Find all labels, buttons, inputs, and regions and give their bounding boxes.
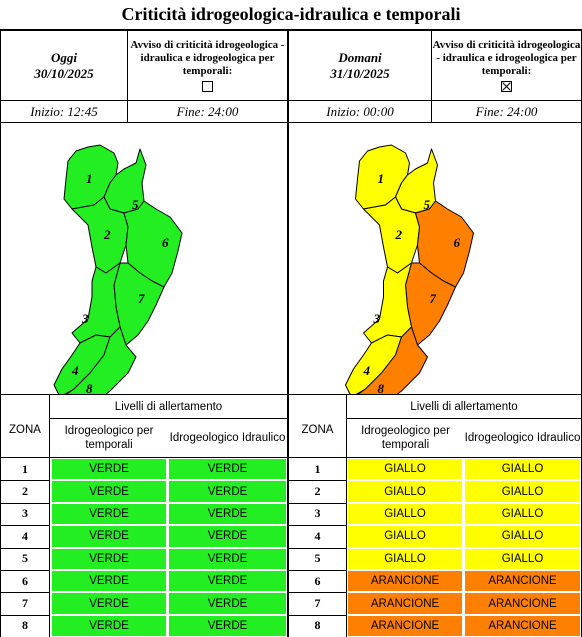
today-start: Inizio: 12:45 — [30, 103, 98, 119]
today-zone-5-temporali-level: VERDE — [52, 548, 166, 569]
today-col-temporali: Idrogeologico per temporali — [64, 425, 154, 451]
today-zone-7-label: 7 — [22, 596, 28, 611]
tomorrow-zone-7-label: 7 — [314, 596, 321, 611]
svg-text:4: 4 — [71, 363, 79, 378]
tomorrow-date: 31/10/2025 — [330, 65, 390, 81]
tomorrow-col-temporali: Idrogeologico per temporali — [361, 425, 450, 451]
svg-text:3: 3 — [373, 311, 381, 326]
today-zone-1-temporali-level: VERDE — [52, 459, 166, 480]
tomorrow-zone-1-temporali-level: GIALLO — [348, 459, 462, 480]
tomorrow-start: Inizio: 00:00 — [326, 103, 394, 119]
today-zone-1-label: 1 — [22, 461, 28, 476]
tomorrow-avviso-text: Avviso di criticità idrogeologica - idra… — [432, 39, 581, 77]
today-zone-4-temporali-level: VERDE — [52, 526, 166, 547]
svg-text:8: 8 — [86, 381, 93, 394]
tomorrow-zone-3-temporali-level: GIALLO — [348, 503, 462, 525]
today-zone-8-idraulico-level: VERDE — [169, 615, 286, 637]
today-zone-5-label: 5 — [22, 551, 28, 566]
map-zone-3 — [71, 262, 121, 344]
svg-text:6: 6 — [162, 235, 169, 250]
today-zone-2-idraulico-level: VERDE — [169, 481, 286, 502]
today-zone-4-idraulico-level: VERDE — [169, 526, 286, 547]
today-zone-map: 1 2 3 4 5 6 7 8 — [53, 144, 183, 394]
tomorrow-zone-1-label: 1 — [314, 461, 321, 476]
today-zone-6-label: 6 — [22, 573, 28, 588]
svg-text:2: 2 — [103, 227, 111, 242]
today-date-block: Oggi 30/10/2025 — [1, 31, 127, 100]
map-zone-8 — [357, 326, 428, 394]
tomorrow-zone-7-idraulico-level: ARANCIONE — [465, 593, 580, 614]
tomorrow-zone-2-label: 2 — [314, 484, 321, 499]
today-col-idraulico: Idrogeologico Idraulico — [169, 432, 286, 444]
svg-text:4: 4 — [363, 363, 371, 378]
today-avviso-text: Avviso di criticità idrogeologica - idra… — [130, 39, 285, 77]
tomorrow-zona-header: ZONA — [301, 424, 334, 436]
today-zone-7-temporali-level: VERDE — [52, 593, 166, 614]
tomorrow-zone-2-temporali-level: GIALLO — [348, 481, 462, 502]
tomorrow-zone-8-idraulico-level: ARANCIONE — [465, 615, 580, 637]
tomorrow-zone-4-idraulico-level: GIALLO — [465, 526, 580, 547]
svg-text:2: 2 — [395, 227, 403, 242]
today-zone-3-temporali-level: VERDE — [52, 503, 166, 525]
svg-text:7: 7 — [138, 291, 145, 306]
bulletin-frame: Oggi 30/10/2025 Avviso di criticità idro… — [0, 29, 582, 637]
svg-text:1: 1 — [86, 171, 93, 186]
today-avviso-checkbox — [202, 81, 213, 92]
svg-text:5: 5 — [424, 197, 431, 212]
tomorrow-zone-4-temporali-level: GIALLO — [348, 526, 462, 547]
tomorrow-zone-6-idraulico-level: ARANCIONE — [465, 571, 580, 592]
today-levels-header: Livelli di allertamento — [114, 400, 223, 413]
tomorrow-zone-8-temporali-level: ARANCIONE — [348, 615, 462, 637]
map-zone-8 — [66, 326, 137, 394]
today-zone-3-idraulico-level: VERDE — [169, 503, 286, 525]
svg-text:1: 1 — [378, 171, 385, 186]
tomorrow-avviso: Avviso di criticità idrogeologica - idra… — [432, 31, 581, 100]
svg-text:6: 6 — [454, 235, 461, 250]
svg-text:5: 5 — [132, 197, 139, 212]
tomorrow-date-block: Domani 31/10/2025 — [289, 31, 431, 100]
today-end: Fine: 24:00 — [176, 103, 239, 119]
page-title: Criticità idrogeologica-idraulica e temp… — [121, 4, 461, 24]
today-zone-1-idraulico-level: VERDE — [169, 459, 286, 480]
tomorrow-zone-map: 1 2 3 4 5 6 7 8 — [345, 144, 474, 394]
today-zone-8-temporali-level: VERDE — [52, 615, 166, 637]
tomorrow-zone-2-idraulico-level: GIALLO — [465, 481, 580, 502]
today-zone-5-idraulico-level: VERDE — [169, 548, 286, 569]
tomorrow-zone-5-idraulico-level: GIALLO — [465, 548, 580, 569]
tomorrow-label: Domani — [338, 49, 382, 65]
today-zone-7-idraulico-level: VERDE — [169, 593, 286, 614]
today-zone-6-idraulico-level: VERDE — [169, 571, 286, 592]
tomorrow-zone-4-label: 4 — [314, 528, 321, 543]
today-avviso: Avviso di criticità idrogeologica - idra… — [128, 31, 287, 100]
today-zone-3-label: 3 — [22, 506, 28, 521]
today-zone-8-label: 8 — [22, 618, 28, 633]
tomorrow-zone-5-temporali-level: GIALLO — [348, 548, 462, 569]
tomorrow-zone-1-idraulico-level: GIALLO — [465, 459, 580, 480]
tomorrow-levels-header: Livelli di allertamento — [410, 400, 518, 413]
svg-text:7: 7 — [430, 291, 437, 306]
tomorrow-end: Fine: 24:00 — [475, 103, 538, 119]
tomorrow-zone-3-idraulico-level: GIALLO — [465, 503, 580, 525]
today-zone-4-label: 4 — [22, 528, 28, 543]
tomorrow-zone-6-label: 6 — [314, 573, 321, 588]
today-zone-6-temporali-level: VERDE — [52, 571, 166, 592]
tomorrow-col-idraulico: Idrogeologico Idraulico — [464, 432, 581, 444]
today-zona-header: ZONA — [9, 424, 41, 436]
map-zone-3 — [363, 262, 412, 344]
tomorrow-zone-8-label: 8 — [314, 618, 321, 633]
tomorrow-avviso-checkbox — [501, 81, 512, 92]
tomorrow-zone-6-temporali-level: ARANCIONE — [348, 571, 462, 592]
svg-text:8: 8 — [378, 381, 385, 394]
today-zone-2-temporali-level: VERDE — [52, 481, 166, 502]
today-date: 30/10/2025 — [34, 65, 94, 81]
today-zone-2-label: 2 — [22, 484, 28, 499]
tomorrow-zone-3-label: 3 — [314, 506, 321, 521]
svg-text:3: 3 — [81, 311, 89, 326]
today-label: Oggi — [51, 49, 77, 65]
tomorrow-zone-7-temporali-level: ARANCIONE — [348, 593, 462, 614]
tomorrow-zone-5-label: 5 — [314, 551, 321, 566]
